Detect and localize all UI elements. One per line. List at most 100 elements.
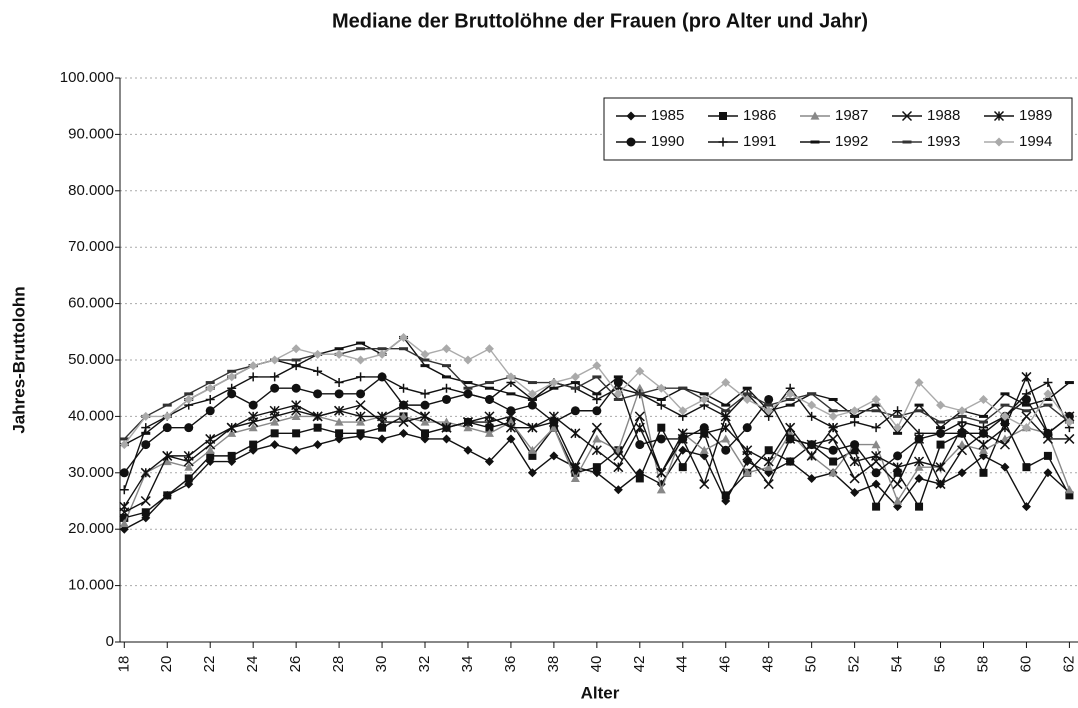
marker <box>141 411 151 421</box>
x-axis-label: Alter <box>581 683 620 702</box>
marker <box>957 440 967 449</box>
marker <box>162 457 172 466</box>
series-line <box>123 404 1070 513</box>
marker <box>378 423 387 432</box>
marker <box>592 361 602 371</box>
marker <box>484 411 495 422</box>
marker <box>355 411 366 422</box>
marker <box>742 423 752 433</box>
marker <box>871 423 881 433</box>
legend-label: 1987 <box>835 107 868 124</box>
marker <box>994 137 1004 147</box>
y-tick-label: 50.000 <box>68 351 114 368</box>
marker <box>914 456 925 467</box>
x-tick-label: 48 <box>760 656 777 673</box>
marker <box>206 451 215 460</box>
legend-label: 1994 <box>1019 133 1052 150</box>
marker <box>141 423 151 433</box>
plot-area <box>119 332 1075 534</box>
marker <box>936 440 945 449</box>
marker <box>914 428 924 438</box>
marker <box>657 423 666 432</box>
marker <box>893 496 903 505</box>
marker <box>570 462 581 473</box>
marker <box>399 411 409 420</box>
marker <box>463 445 473 455</box>
legend-label: 1986 <box>743 107 776 124</box>
marker <box>849 473 860 484</box>
marker <box>850 488 860 498</box>
marker <box>1021 411 1032 422</box>
marker <box>484 344 494 354</box>
marker <box>978 394 988 404</box>
x-tick-label: 54 <box>889 656 906 673</box>
marker <box>893 451 903 461</box>
marker <box>935 462 946 473</box>
marker <box>1043 378 1053 388</box>
marker <box>248 372 258 382</box>
marker <box>807 473 817 483</box>
marker <box>635 366 645 376</box>
marker <box>549 378 559 388</box>
marker <box>120 513 129 522</box>
marker <box>699 445 709 454</box>
marker <box>205 433 216 444</box>
marker <box>399 383 409 393</box>
marker <box>656 485 666 494</box>
marker <box>270 440 280 450</box>
marker <box>828 445 838 455</box>
marker <box>270 355 280 365</box>
marker <box>720 422 731 433</box>
marker <box>313 440 323 450</box>
legend-box <box>603 97 1073 161</box>
marker <box>914 473 924 483</box>
marker <box>227 383 237 393</box>
marker <box>463 389 473 399</box>
marker <box>205 383 215 393</box>
marker <box>506 406 516 416</box>
x-tick-label: 42 <box>631 656 648 673</box>
marker <box>999 422 1011 433</box>
marker <box>398 417 409 428</box>
marker <box>742 468 752 477</box>
marker <box>421 429 430 438</box>
marker <box>248 423 258 432</box>
y-tick-label: 70.000 <box>68 238 114 255</box>
marker <box>377 411 388 422</box>
legend-label: 1985 <box>651 107 684 124</box>
marker <box>269 405 280 416</box>
marker <box>570 406 580 416</box>
marker <box>119 440 129 450</box>
marker <box>1043 468 1053 478</box>
marker <box>721 434 731 443</box>
y-tick-label: 20.000 <box>68 520 114 537</box>
marker <box>935 479 946 490</box>
x-tick-label: 50 <box>803 656 820 673</box>
marker <box>978 423 988 433</box>
marker <box>1064 417 1074 427</box>
marker <box>377 434 387 444</box>
marker <box>936 400 946 410</box>
y-tick-label: 90.000 <box>68 125 114 142</box>
marker <box>592 463 601 472</box>
marker <box>570 473 580 483</box>
x-tick-label: 26 <box>287 656 304 673</box>
marker <box>656 383 666 393</box>
x-tick-label: 60 <box>1017 656 1034 673</box>
marker <box>184 474 193 483</box>
marker <box>1022 463 1031 472</box>
marker <box>850 446 859 455</box>
marker <box>828 411 838 421</box>
marker <box>915 502 924 511</box>
marker <box>570 428 581 439</box>
marker <box>291 344 301 354</box>
marker <box>183 450 194 461</box>
marker <box>248 400 258 410</box>
marker <box>872 502 881 511</box>
marker <box>699 479 710 490</box>
marker <box>1021 502 1031 512</box>
marker <box>785 422 796 433</box>
marker <box>936 428 946 438</box>
marker <box>1000 411 1010 421</box>
marker <box>248 411 259 422</box>
